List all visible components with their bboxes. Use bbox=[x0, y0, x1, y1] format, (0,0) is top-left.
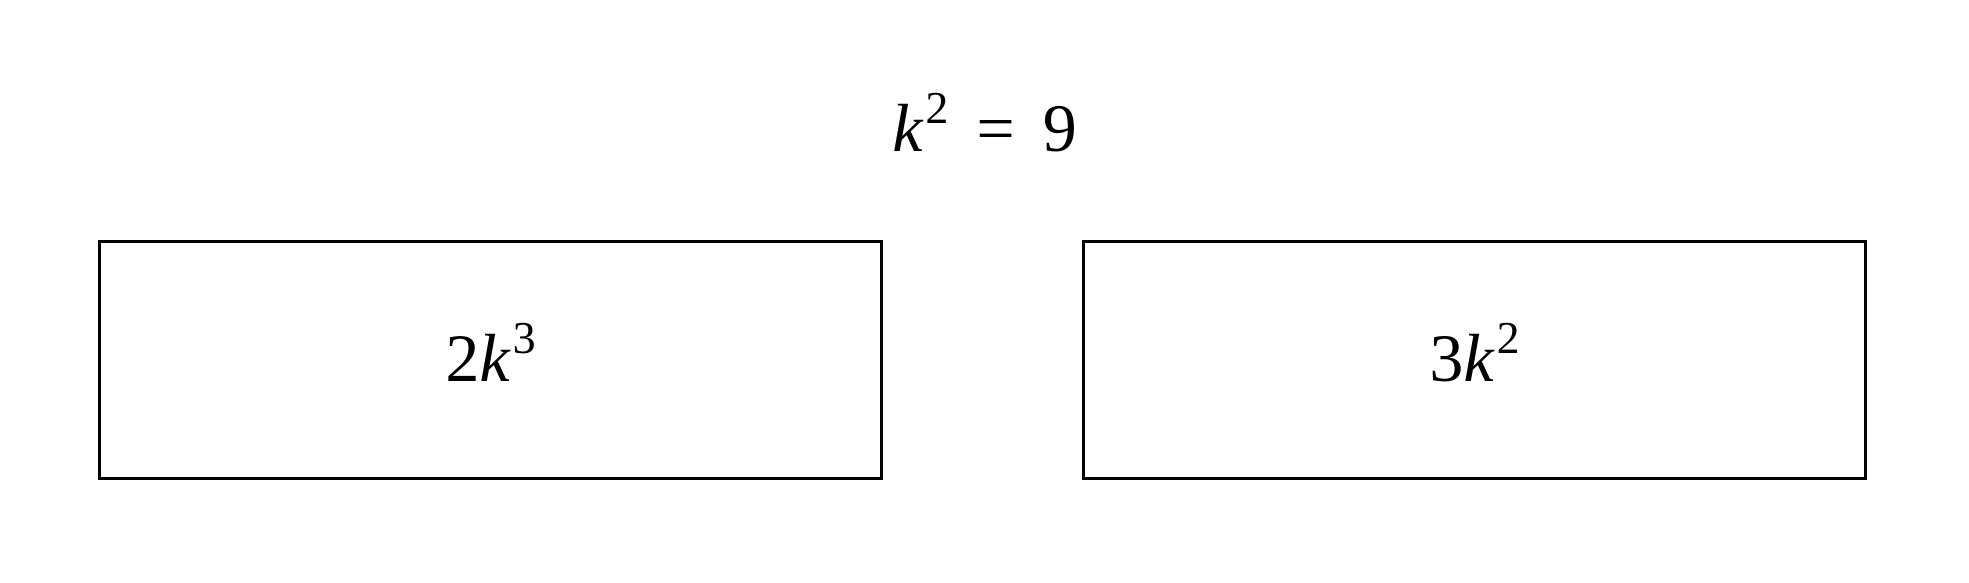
option-expression-right: 3k2 bbox=[1429, 312, 1519, 406]
option-variable: k bbox=[479, 320, 510, 396]
option-exponent: 3 bbox=[512, 312, 536, 363]
option-exponent: 2 bbox=[1496, 312, 1520, 363]
equation-exponent: 2 bbox=[925, 82, 949, 133]
option-coefficient: 3 bbox=[1429, 320, 1464, 396]
given-equation: k2 = 9 bbox=[0, 82, 1969, 176]
equals-sign: = bbox=[976, 90, 1015, 166]
option-box-right[interactable]: 3k2 bbox=[1082, 240, 1867, 480]
option-expression-left: 2k3 bbox=[445, 312, 535, 406]
option-variable: k bbox=[1463, 320, 1494, 396]
equation-variable: k bbox=[892, 90, 923, 166]
option-coefficient: 2 bbox=[445, 320, 480, 396]
equation-value: 9 bbox=[1042, 90, 1077, 166]
option-box-left[interactable]: 2k3 bbox=[98, 240, 883, 480]
